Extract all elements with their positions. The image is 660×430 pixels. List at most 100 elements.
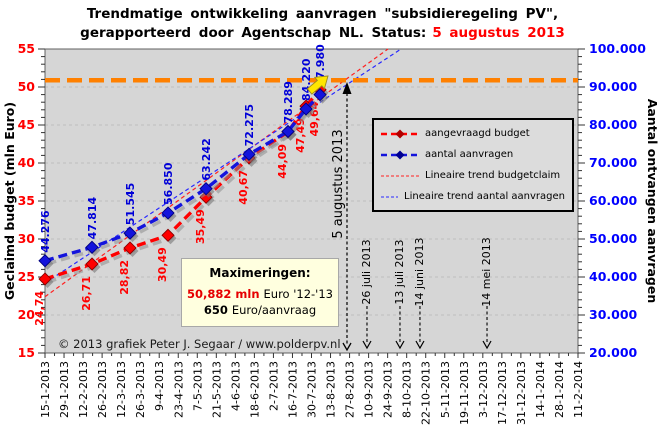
- data-point-aantal-aanvragen: [242, 147, 256, 161]
- left-axis-tick-label: 25: [18, 269, 35, 284]
- data-label-aangevraagd-budget: 24,74: [33, 291, 46, 326]
- right-axis-tick-label: 50.000: [589, 231, 638, 246]
- deadline-label: 14 juni 2013: [413, 237, 426, 306]
- data-point-aantal-aanvragen: [161, 206, 175, 220]
- x-axis-tick-label: 24-9-2013: [382, 361, 395, 418]
- left-axis-tick-label: 50: [18, 79, 36, 94]
- x-axis-tick-label: 7-5-2013: [191, 361, 204, 411]
- x-axis-tick-label: 16-7-2013: [286, 361, 299, 418]
- legend-sample-trend-aanvragen: [381, 195, 398, 198]
- x-axis-tick-label: 3-12-2013: [477, 361, 490, 418]
- left-axis-tick-label: 55: [18, 41, 35, 56]
- data-point-aangevraagd-budget: [38, 272, 52, 286]
- x-axis-tick-label: 5-11-2013: [439, 361, 452, 418]
- legend-label: aangevraagd budget: [425, 128, 530, 139]
- x-axis-tick-label: 10-9-2013: [363, 361, 376, 418]
- x-axis-tick-label: 8-10-2013: [401, 361, 414, 418]
- data-label-aantal-aanvragen: 63.242: [200, 138, 213, 180]
- x-axis-tick-label: 2-7-2013: [267, 361, 280, 411]
- x-axis-tick-label: 19-11-2013: [458, 361, 471, 425]
- max-per-request-unit: Euro/aanvraag: [231, 303, 317, 317]
- title-status-date: 5 augustus 2013: [432, 25, 565, 41]
- deadline-label: 14 mei 2013: [480, 237, 493, 307]
- max-box-per-request-line: 650 Euro/aanvraag: [182, 303, 338, 317]
- copyright-text: © 2013 grafiek Peter J. Segaar / www.pol…: [58, 337, 341, 351]
- x-axis-tick-label: 30-7-2013: [306, 361, 319, 418]
- legend-item-trend-aanvragen: Lineaire trend aantal aanvragen: [381, 191, 565, 203]
- data-label-aantal-aanvragen: 56.850: [162, 162, 175, 205]
- x-axis-tick-label: 17-12-2013: [496, 361, 509, 425]
- data-label-aantal-aanvragen: 84.220: [300, 58, 313, 101]
- legend-label: aantal aanvragen: [425, 149, 514, 160]
- left-axis-tick-label: 40: [18, 155, 36, 170]
- right-axis-tick-label: 30.000: [589, 307, 638, 322]
- x-axis-tick-label: 23-4-2013: [172, 361, 185, 418]
- data-label-aantal-aanvragen: 47.814: [86, 197, 99, 240]
- left-axis-tick-label: 35: [18, 193, 35, 208]
- arrowhead-down: [395, 340, 405, 350]
- data-point-aangevraagd-budget: [161, 228, 175, 242]
- aantal-aanvragen-line: [44, 93, 322, 263]
- max-per-request-value: 650: [203, 303, 228, 317]
- right-axis-tick-label: 70.000: [589, 155, 638, 170]
- max-budget-unit: Euro '12-'13: [263, 287, 333, 301]
- arrowhead-down: [362, 340, 372, 350]
- x-axis-tick-label: 26-2-2013: [96, 361, 109, 418]
- data-label-aangevraagd-budget: 30,49: [156, 247, 169, 282]
- x-axis-tick-label: 18-6-2013: [248, 361, 261, 418]
- max-box-budget-line: 50,882 mln Euro '12-'13: [182, 288, 338, 301]
- x-axis-tick-label: 14-1-2014: [534, 361, 547, 418]
- arrowhead-up: [342, 82, 352, 94]
- data-point-aantal-aanvragen: [299, 102, 313, 116]
- x-axis-tick-label: 31-12-2013: [515, 361, 528, 425]
- data-point-aangevraagd-budget: [123, 241, 137, 255]
- right-axis-tick-label: 80.000: [589, 117, 638, 132]
- x-axis-tick-label: 9-4-2013: [153, 361, 166, 411]
- legend-item-aanvragen: aantal aanvragen: [381, 149, 565, 161]
- x-axis-tick-label: 4-6-2013: [229, 361, 242, 411]
- right-axis-title: Aantal ontvangen aanvragen: [645, 99, 660, 304]
- chart-title: Trendmatige ontwikkeling aanvragen "subs…: [40, 5, 605, 43]
- max-box-title: Maximeringen:: [209, 266, 311, 280]
- x-axis-tick-label: 12-2-2013: [77, 361, 90, 418]
- legend-sample-budget-line: [381, 129, 419, 138]
- right-axis-tick-label: 90.000: [589, 79, 638, 94]
- x-axis-tick-label: 12-3-2013: [115, 361, 128, 418]
- legend-sample-trend-budget: [381, 174, 419, 177]
- left-axis-tick-label: 15: [18, 345, 35, 360]
- legend: aangevraagd budget aantal aanvragen Line…: [372, 118, 574, 212]
- x-axis-tick-label: 27-8-2013: [344, 361, 357, 418]
- data-label-aangevraagd-budget: 35,49: [194, 209, 207, 244]
- data-point-aantal-aanvragen: [123, 226, 137, 240]
- deadline-label: 26 juli 2013: [360, 239, 373, 304]
- right-axis-tick-label: 100.000: [589, 41, 646, 56]
- data-label-aangevraagd-budget: 40,67: [237, 170, 250, 205]
- data-point-aantal-aanvragen: [38, 254, 52, 268]
- data-label-aangevraagd-budget: 47,49: [294, 118, 307, 153]
- max-budget-value: 50,882 mln: [187, 287, 260, 301]
- data-label-aangevraagd-budget: 44,09: [276, 144, 289, 179]
- x-axis-tick-label: 13-8-2013: [325, 361, 338, 418]
- x-axis-tick-label: 11-2-2014: [572, 361, 585, 418]
- title-line2: gerapporteerd door Agentschap NL. Status…: [40, 24, 605, 43]
- right-axis-tick-label: 20.000: [589, 345, 638, 360]
- data-label-aantal-aanvragen: 51.545: [124, 183, 137, 225]
- title-line2-text: gerapporteerd door Agentschap NL. Status…: [80, 25, 427, 41]
- trend-line: [44, 48, 389, 298]
- data-point-aantal-aanvragen: [313, 88, 327, 102]
- arrowhead-down: [482, 340, 492, 350]
- deadline-label: 5 augustus 2013: [331, 129, 346, 238]
- arrowhead-down: [342, 342, 352, 352]
- right-axis-tick-label: 60.000: [589, 193, 638, 208]
- data-point-aantal-aanvragen: [199, 182, 213, 196]
- max-info-box: Maximeringen: 50,882 mln Euro '12-'13 650…: [181, 258, 339, 327]
- data-point-aantal-aanvragen: [281, 124, 295, 139]
- data-point-aantal-aanvragen: [85, 240, 99, 254]
- x-axis-tick-label: 28-1-2014: [553, 361, 566, 418]
- data-point-aangevraagd-budget: [85, 257, 99, 271]
- legend-item-trend-budget: Lineaire trend budgetclaim: [381, 170, 565, 182]
- arrowhead-down: [415, 340, 425, 350]
- left-axis-tick-label: 20: [18, 307, 36, 322]
